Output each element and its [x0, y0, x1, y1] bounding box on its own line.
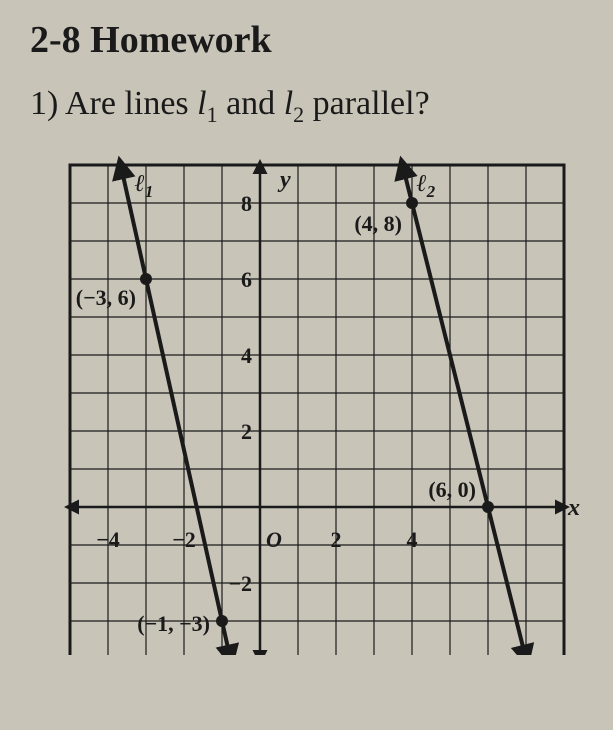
question-prefix: Are lines — [65, 85, 189, 122]
svg-text:4: 4 — [407, 527, 418, 552]
line1-symbol: l1 — [197, 85, 226, 122]
line2-symbol: l2 — [284, 85, 313, 122]
svg-text:ℓ2: ℓ2 — [417, 171, 436, 201]
svg-text:2: 2 — [241, 419, 252, 444]
coordinate-graph: x y −4 −2 2 4 O 2 4 6 8 −2 (−3, 6) (−1, −3) (4, 8) (6, … — [60, 155, 580, 655]
question-suffix: parallel? — [313, 85, 430, 122]
svg-text:−2: −2 — [172, 527, 196, 552]
question-number: 1) — [30, 85, 58, 122]
svg-text:ℓ1: ℓ1 — [135, 171, 154, 201]
svg-text:(−1, −3): (−1, −3) — [137, 611, 210, 636]
svg-text:(6, 0): (6, 0) — [428, 477, 476, 502]
svg-text:(−3, 6): (−3, 6) — [76, 285, 136, 310]
graph-container: x y −4 −2 2 4 O 2 4 6 8 −2 (−3, 6) (−1, −3) (4, 8) (6, … — [60, 155, 583, 655]
svg-text:x: x — [567, 495, 580, 521]
svg-text:8: 8 — [241, 191, 252, 216]
question-text: 1) Are lines l1 and l2 parallel? — [30, 80, 583, 131]
svg-text:−4: −4 — [96, 527, 120, 552]
svg-text:(4, 8): (4, 8) — [354, 211, 402, 236]
question-mid: and — [226, 85, 275, 122]
svg-text:2: 2 — [331, 527, 342, 552]
svg-text:y: y — [277, 167, 291, 193]
line1-letter: l — [197, 85, 206, 122]
line2-letter: l — [284, 85, 293, 122]
svg-text:4: 4 — [241, 343, 252, 368]
page-title: 2-8 Homework — [30, 18, 583, 62]
svg-text:6: 6 — [241, 267, 252, 292]
svg-text:O: O — [266, 527, 282, 552]
line2-sub: 2 — [293, 102, 304, 127]
line1-sub: 1 — [207, 102, 218, 127]
svg-text:−2: −2 — [228, 571, 252, 596]
